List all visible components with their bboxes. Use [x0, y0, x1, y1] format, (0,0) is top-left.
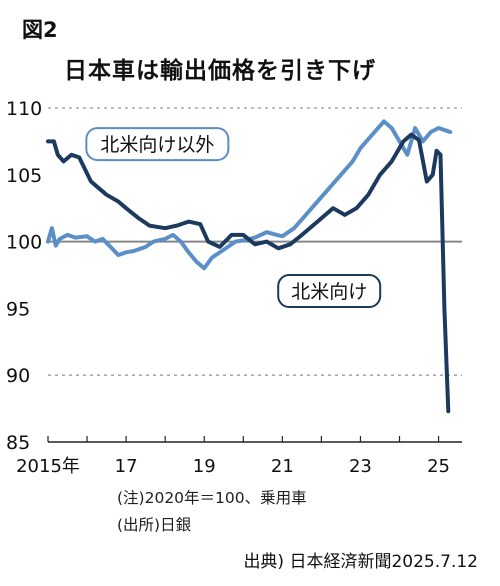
x-tick-label: 17 [115, 456, 138, 477]
x-tick-label: 21 [271, 456, 294, 477]
y-tick-label: 85 [6, 432, 30, 454]
chart-title: 日本車は輸出価格を引き下げ [64, 58, 376, 84]
series-callout-label: 北米向け [291, 281, 367, 303]
series-callout-box [85, 127, 230, 162]
figure-label: 図2 [22, 18, 58, 42]
x-tick-label: 2015年 [16, 456, 80, 477]
series-line [46, 132, 451, 414]
series-callout-label: 北米向け以外 [100, 134, 214, 156]
chart-note: (注)2020年＝100、乗用車 [117, 489, 307, 507]
y-tick-label: 100 [6, 232, 42, 254]
y-tick-label: 90 [6, 365, 30, 387]
series-line [46, 119, 453, 271]
x-tick-label: 25 [427, 456, 450, 477]
series-callout-box [277, 274, 382, 309]
chart-source-note: (出所)日銀 [117, 516, 192, 534]
y-tick-label: 110 [6, 98, 42, 120]
y-tick-label: 105 [6, 165, 42, 187]
x-tick-label: 19 [193, 456, 216, 477]
x-tick-label: 23 [349, 456, 372, 477]
article-credit: 出典) 日本経済新聞2025.7.12 [243, 552, 478, 572]
y-tick-label: 95 [6, 298, 30, 320]
